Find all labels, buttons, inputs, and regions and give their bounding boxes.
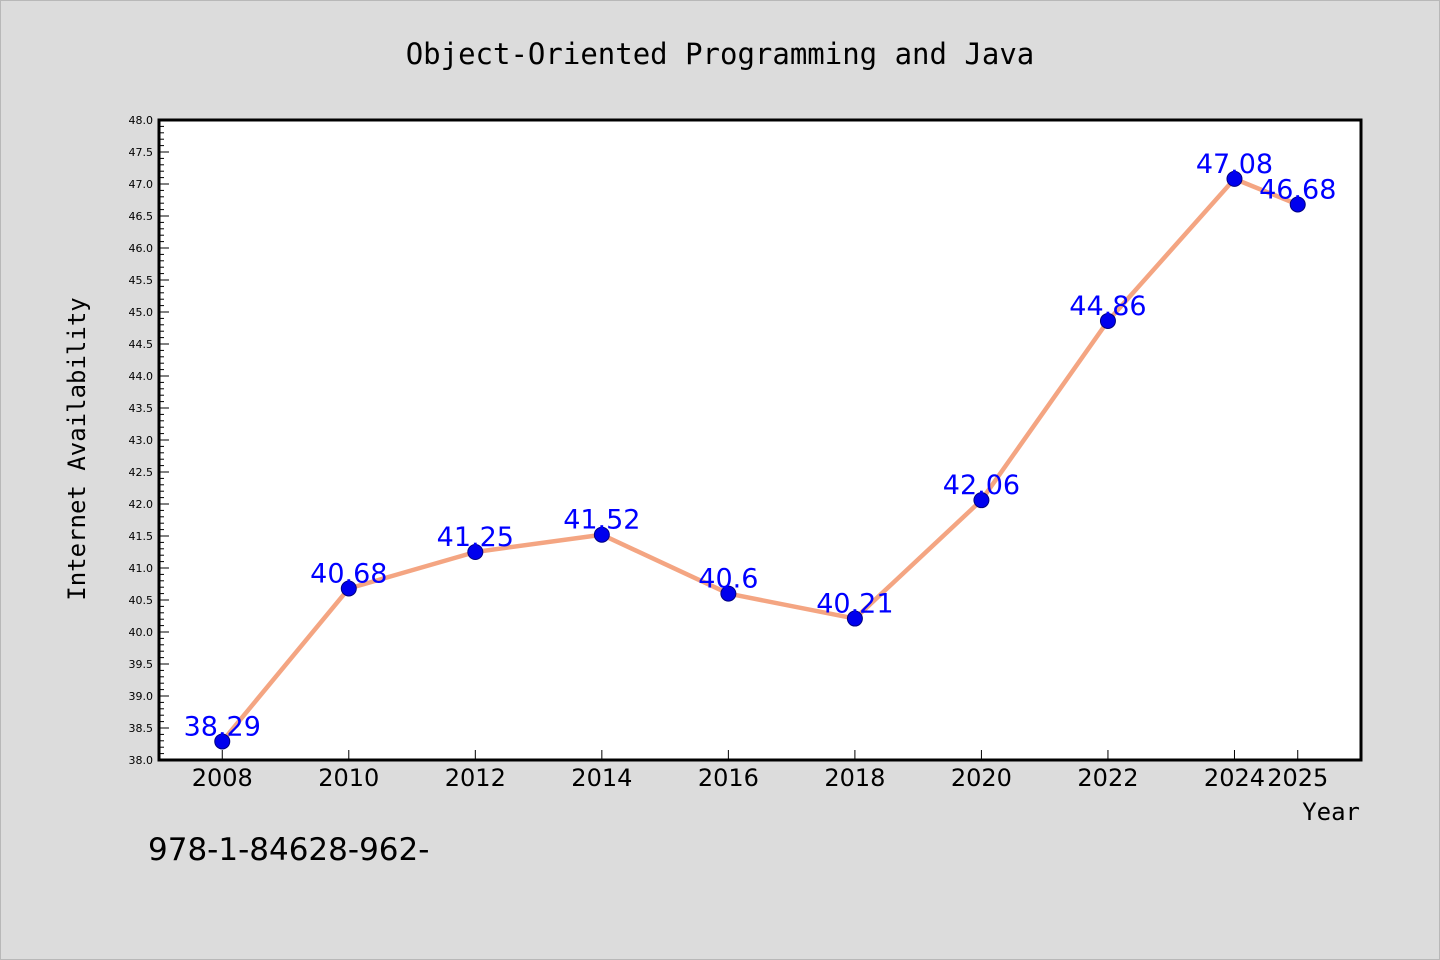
y-tick-label: 41.0 [129,562,154,575]
y-tick-label: 39.5 [129,658,154,671]
y-tick-label: 45.0 [129,306,154,319]
data-label: 42.06 [943,470,1020,501]
y-tick-label: 48.0 [129,114,154,127]
y-tick-label: 42.5 [129,466,154,479]
data-point [467,544,484,560]
x-tick-label: 2010 [318,764,379,792]
y-axis: 38.0 38.5 39.0 39.5 40.0 40.5 41.0 41.5 42.0 42.5… [129,114,169,767]
y-tick-label: 41.5 [129,530,154,543]
x-tick-label: 2024 [1204,764,1265,792]
data-point [1226,170,1243,187]
x-tick-label: 2012 [445,764,506,792]
data-label: 44.86 [1069,291,1146,322]
data-label: 40.68 [310,558,387,589]
data-point [1099,312,1116,329]
y-tick-label: 44.5 [129,338,154,351]
data-label: 40.21 [816,589,893,620]
data-point [340,580,357,597]
y-tick-label: 43.5 [129,402,154,415]
data-point [846,610,863,627]
data-point [593,526,610,543]
y-tick-label: 39.0 [129,690,154,703]
y-tick-label: 40.5 [129,594,154,607]
y-tick-label: 46.0 [129,242,154,255]
x-tick-label: 2025 [1267,764,1328,792]
y-tick-label: 40.0 [129,626,154,639]
x-tick-label: 2016 [698,764,759,792]
y-tick-label: 38.5 [129,722,154,735]
y-tick-label: 47.0 [129,178,154,191]
data-label: 46.68 [1259,174,1336,205]
series-line [220,176,1300,744]
x-axis-label: Year [1302,798,1360,826]
y-tick-label: 38.0 [129,754,154,767]
y-tick-label: 45.5 [129,274,154,287]
data-point [1289,196,1306,213]
x-tick-label: 2014 [571,764,632,792]
series-group: 38.29 40.68 41.25 41.52 40.6 40.21 42.06 44.86 4… [184,149,1336,750]
y-tick-label: 42.0 [129,498,154,511]
y-tick-label: 47.5 [129,146,154,159]
x-tick-label: 2008 [192,764,253,792]
x-axis: 2008 2010 2012 2014 2016 2018 2020 2022 2024 2025 [192,750,1328,792]
x-tick-label: 2018 [824,764,885,792]
x-tick-label: 2022 [1077,764,1138,792]
y-tick-label: 43.0 [129,434,154,447]
y-tick-label: 44.0 [129,370,154,383]
data-label: 41.52 [563,505,640,536]
data-point [973,492,990,509]
data-label: 38.29 [184,711,261,742]
y-tick-label: 46.5 [129,210,154,223]
data-point [720,585,737,602]
footer-text: 978-1-84628-962- [148,832,430,868]
data-label: 47.08 [1196,149,1273,180]
chart-title: Object-Oriented Programming and Java [406,37,1035,71]
data-label: 40.6 [698,564,758,595]
x-tick-label: 2020 [951,764,1012,792]
plot-area [157,118,1363,762]
data-point [214,733,231,750]
data-label: 41.25 [437,522,514,553]
y-axis-label: Internet Availability [63,297,91,600]
